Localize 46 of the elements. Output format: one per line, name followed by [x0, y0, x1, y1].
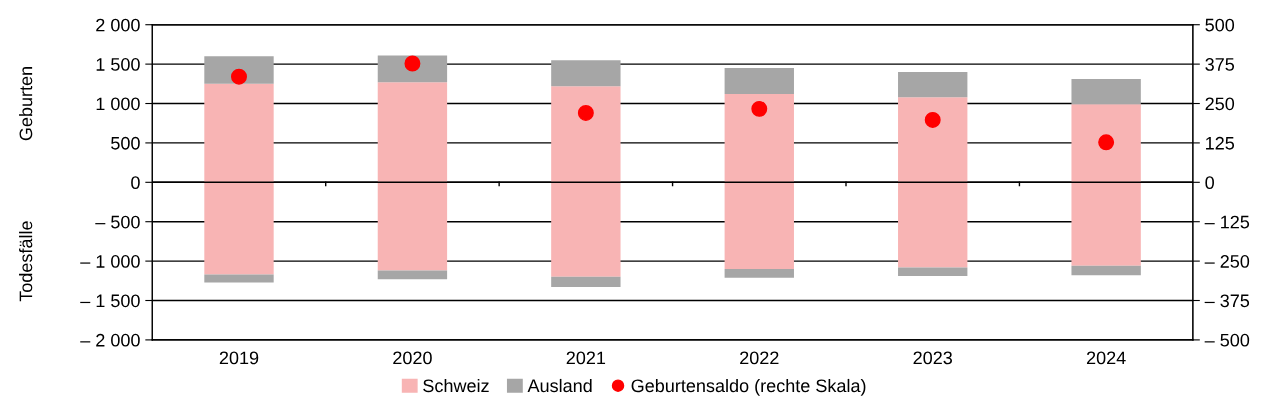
y-tick-label: – 1 500: [80, 294, 140, 308]
bar: [1071, 265, 1141, 276]
point: [231, 68, 247, 85]
bar: [898, 267, 968, 277]
y-tick-label: 2 000: [96, 18, 140, 32]
y-tick-label: 0: [131, 176, 140, 190]
y2-tick-label: 375: [1205, 58, 1235, 71]
x-tick-label: 2019: [219, 351, 259, 365]
x-tick-label: 2022: [740, 351, 779, 365]
y-tick-label: – 1 000: [80, 255, 140, 268]
bar: [551, 276, 621, 288]
text: Geburten: [19, 67, 33, 141]
y2-tick-label: 500: [1205, 18, 1235, 32]
y2-tick-label: 0: [1205, 176, 1214, 190]
bar: [377, 270, 448, 280]
legend-label: Geburtensaldo (rechte Skala): [631, 378, 866, 396]
legend-label: Schweiz: [423, 378, 489, 393]
point: [404, 55, 421, 72]
y-tick-label: – 2 000: [80, 333, 140, 347]
y-tick-label: 1 500: [96, 58, 140, 71]
bar: [1071, 79, 1141, 105]
text: Todesfälle: [19, 221, 33, 302]
y-tick-label: 500: [111, 136, 140, 150]
bar: [377, 55, 448, 83]
y2-tick-label: – 125: [1204, 215, 1250, 229]
point: [924, 111, 941, 128]
point: [577, 104, 594, 121]
x-tick-label: 2021: [566, 351, 606, 365]
x-tick-label: 2020: [393, 351, 432, 365]
bar: [724, 268, 794, 278]
y-tick-label: – 500: [95, 215, 140, 229]
y2-tick-label: – 375: [1204, 294, 1250, 308]
x-tick-label: 2023: [913, 351, 953, 365]
bar: [204, 274, 274, 283]
bar: [898, 72, 968, 98]
x-tick-label: 2024: [1086, 351, 1126, 365]
y-tick-label: 1 000: [96, 97, 140, 111]
y2-tick-label: – 500: [1204, 333, 1250, 347]
y2-tick-label: 250: [1205, 97, 1235, 111]
bar: [724, 68, 794, 95]
point: [751, 100, 768, 117]
y2-tick-label: 125: [1206, 136, 1235, 150]
y2-tick-label: – 250: [1204, 255, 1250, 268]
bar: [551, 60, 621, 87]
legend-label: Ausland: [527, 378, 592, 393]
point: [1098, 134, 1115, 151]
